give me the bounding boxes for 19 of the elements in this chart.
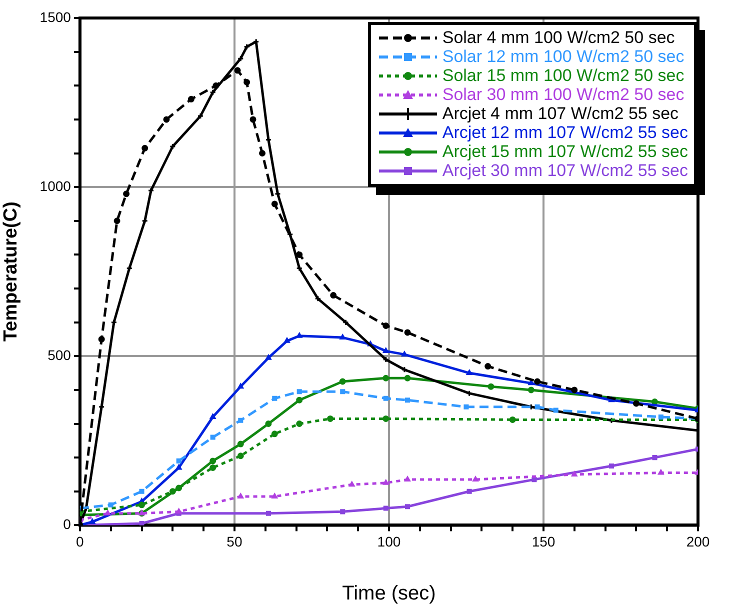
legend-label: Arcjet 4 mm 107 W/cm2 55 sec [442,104,679,123]
legend-label: Solar 12 mm 100 W/cm2 50 sec [442,47,684,66]
x-tick-label: 100 [377,533,401,550]
legend-label: Arcjet 15 mm 107 W/cm2 55 sec [442,142,688,161]
legend-label: Arcjet 12 mm 107 W/cm2 55 sec [442,123,688,142]
x-tick-label: 0 [76,533,84,550]
y-tick-label: 0 [63,516,72,532]
legend-label: Arcjet 30 mm 107 W/cm2 55 sec [442,161,688,180]
y-tick-label: 500 [48,346,72,363]
legend-label: Solar 30 mm 100 W/cm2 50 sec [442,85,684,104]
y-tick-label: 1000 [40,178,72,194]
y-axis-title: Temperature(C) [0,202,22,342]
x-tick-label: 150 [532,533,556,550]
x-tick-label: 200 [686,533,710,550]
x-axis-title: Time (sec) [342,582,436,605]
legend-label: Solar 4 mm 100 W/cm2 50 sec [442,28,675,47]
x-tick-label: 50 [226,533,242,550]
y-tick-label: 1500 [40,8,72,25]
legend-label: Solar 15 mm 100 W/cm2 50 sec [442,66,684,85]
